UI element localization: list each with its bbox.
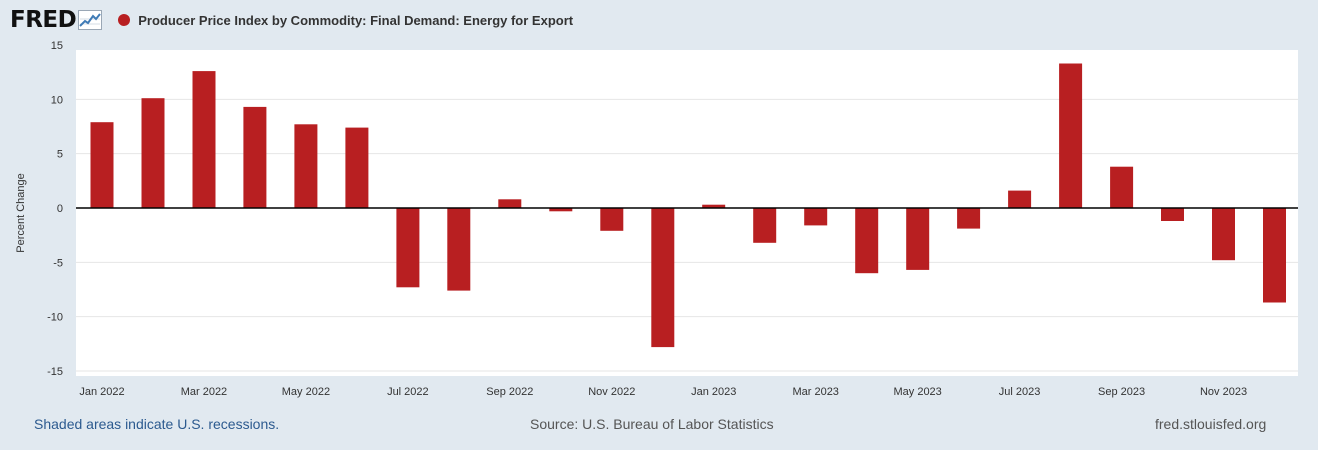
y-axis-label: Percent Change bbox=[15, 173, 27, 253]
legend: Producer Price Index by Commodity: Final… bbox=[118, 13, 573, 28]
fred-logo[interactable]: FRED bbox=[10, 7, 103, 33]
x-tick-label: Sep 2023 bbox=[1098, 386, 1145, 398]
x-tick-label: Jul 2022 bbox=[387, 386, 429, 398]
bar[interactable] bbox=[90, 122, 114, 208]
bar[interactable] bbox=[804, 208, 828, 226]
bar[interactable] bbox=[702, 204, 726, 208]
bar[interactable] bbox=[957, 208, 981, 229]
gridlines bbox=[76, 98, 1298, 372]
bar[interactable] bbox=[1008, 190, 1032, 208]
recession-note[interactable]: Shaded areas indicate U.S. recessions. bbox=[34, 416, 280, 432]
bar[interactable] bbox=[345, 127, 369, 208]
fred-logo-text: FRED bbox=[10, 7, 77, 33]
bar[interactable] bbox=[1263, 208, 1286, 303]
y-tick-label: 5 bbox=[57, 149, 63, 161]
bar[interactable] bbox=[906, 208, 930, 270]
y-tick-label: 15 bbox=[51, 40, 63, 52]
y-tick-label: 10 bbox=[51, 94, 63, 106]
y-tick-label: -15 bbox=[47, 366, 63, 378]
y-tick-label: -10 bbox=[47, 312, 63, 324]
bar[interactable] bbox=[1161, 208, 1184, 221]
bar[interactable] bbox=[1110, 166, 1134, 208]
source-note: Source: U.S. Bureau of Labor Statistics bbox=[530, 416, 774, 432]
plot-area bbox=[76, 50, 1298, 376]
bar[interactable] bbox=[753, 208, 777, 243]
x-tick-label: Jan 2022 bbox=[79, 386, 124, 398]
bar[interactable] bbox=[447, 208, 471, 291]
bar[interactable] bbox=[1059, 63, 1083, 209]
x-tick-label: May 2023 bbox=[893, 386, 941, 398]
y-tick-label: -5 bbox=[53, 257, 63, 269]
x-tick-label: Sep 2022 bbox=[486, 386, 533, 398]
x-tick-label: Jul 2023 bbox=[999, 386, 1041, 398]
bar[interactable] bbox=[600, 208, 624, 231]
x-tick-label: Mar 2022 bbox=[181, 386, 227, 398]
bar[interactable] bbox=[498, 199, 522, 208]
x-tick-label: Mar 2023 bbox=[792, 386, 838, 398]
site-link[interactable]: fred.stlouisfed.org bbox=[1155, 416, 1267, 432]
trend-line-icon bbox=[78, 10, 103, 30]
bar[interactable] bbox=[141, 98, 165, 208]
x-tick-label: Nov 2022 bbox=[588, 386, 635, 398]
bar[interactable] bbox=[396, 208, 420, 288]
bar[interactable] bbox=[549, 208, 573, 212]
x-tick-label: Jan 2023 bbox=[691, 386, 736, 398]
bar[interactable] bbox=[294, 124, 318, 208]
y-tick-label: 0 bbox=[57, 203, 63, 215]
chart-header: FRED Producer Price Index by Commodity: … bbox=[10, 7, 573, 33]
bars bbox=[90, 63, 1286, 348]
y-axis-ticks: 15 10 5 0 -5 -10 -15 bbox=[47, 40, 63, 378]
x-tick-label: May 2022 bbox=[282, 386, 330, 398]
x-tick-label: Nov 2023 bbox=[1200, 386, 1247, 398]
bar[interactable] bbox=[651, 208, 675, 348]
bar[interactable] bbox=[1212, 208, 1235, 261]
legend-marker bbox=[118, 14, 131, 26]
bar[interactable] bbox=[192, 71, 216, 208]
bar[interactable] bbox=[855, 208, 879, 274]
bar[interactable] bbox=[243, 106, 267, 208]
series-title: Producer Price Index by Commodity: Final… bbox=[138, 12, 574, 28]
x-axis-ticks: Jan 2022 Mar 2022 May 2022 Jul 2022 Sep 2022… bbox=[79, 386, 1247, 398]
